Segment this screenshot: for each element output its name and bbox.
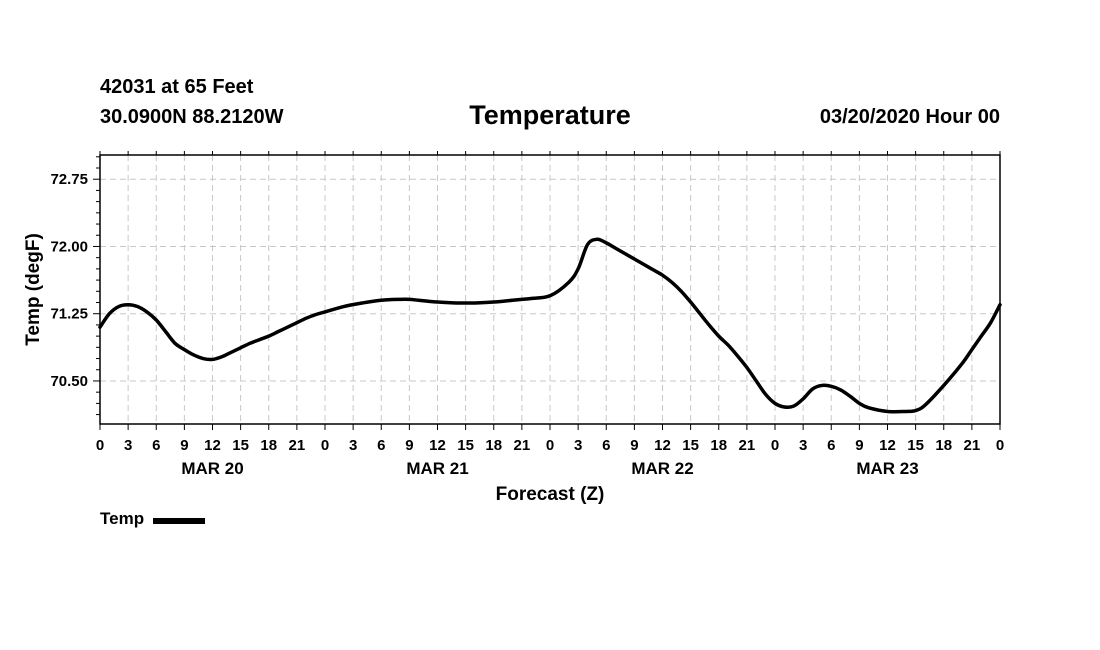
x-tick-label: 6 [602, 437, 610, 454]
legend-swatch [153, 517, 206, 524]
x-tick-label: 15 [457, 437, 474, 454]
x-tick-label: 18 [485, 437, 502, 454]
x-tick-label: 9 [855, 437, 863, 454]
location-coordinates: 30.0900N 88.2120W [100, 106, 284, 128]
x-tick-label: 21 [964, 437, 981, 454]
legend-label: Temp [100, 509, 145, 528]
x-axis-day-labels: MAR 20 MAR 21 MAR 22 MAR 23 [181, 459, 918, 478]
temp-series-line [98, 237, 1002, 414]
x-tick-label: 6 [827, 437, 835, 454]
x-tick-label: 6 [377, 437, 385, 454]
x-tick-label: 18 [260, 437, 277, 454]
x-tick-label: 12 [654, 437, 671, 454]
x-tick-label: 21 [514, 437, 531, 454]
x-tick-label: 15 [232, 437, 249, 454]
x-tick-label: 21 [739, 437, 756, 454]
y-tick-label: 71.25 [50, 306, 88, 323]
x-tick-label: 21 [289, 437, 306, 454]
day-label: MAR 20 [181, 459, 243, 478]
y-tick-label: 70.50 [50, 373, 88, 390]
plot-frame [99, 154, 1001, 425]
x-tick-label: 15 [907, 437, 924, 454]
y-tick-label: 72.75 [50, 171, 88, 188]
x-tick-label: 9 [180, 437, 188, 454]
x-tick-label: 3 [799, 437, 807, 454]
x-tick-label: 6 [152, 437, 160, 454]
x-tick-label: 0 [771, 437, 779, 454]
chart-title: Temperature [469, 100, 631, 130]
x-tick-label: 18 [935, 437, 952, 454]
x-tick-label: 0 [321, 437, 329, 454]
forecast-datetime: 03/20/2020 Hour 00 [819, 106, 1000, 128]
x-tick-label: 0 [996, 437, 1004, 454]
x-tick-label: 12 [429, 437, 446, 454]
x-tick-label: 0 [96, 437, 104, 454]
y-axis-label: Temp (degF) [23, 233, 44, 346]
x-tick-label: 15 [682, 437, 699, 454]
x-axis-label: Forecast (Z) [496, 484, 605, 505]
legend: Temp [100, 509, 206, 529]
y-axis-ticks: 70.50 71.25 72.00 72.75 [50, 171, 100, 390]
x-tick-label: 12 [204, 437, 221, 454]
grid-lines [100, 155, 1000, 424]
day-label: MAR 22 [631, 459, 693, 478]
x-tick-label: 3 [574, 437, 582, 454]
x-tick-label: 0 [546, 437, 554, 454]
x-axis-ticks: 0 3 6 9 12 15 18 21 0 3 6 9 12 15 18 21 0 3 6 9 12 15 18 21 0 3 6 9… [96, 151, 1004, 454]
x-tick-label: 18 [710, 437, 727, 454]
y-tick-label: 72.00 [50, 238, 88, 255]
x-tick-label: 3 [124, 437, 132, 454]
x-tick-label: 3 [349, 437, 357, 454]
series-lines [98, 237, 1002, 414]
day-label: MAR 21 [406, 459, 468, 478]
x-tick-label: 12 [879, 437, 896, 454]
x-tick-label: 9 [405, 437, 413, 454]
station-label: 42031 at 65 Feet [100, 76, 254, 98]
day-label: MAR 23 [856, 459, 918, 478]
x-tick-label: 9 [630, 437, 638, 454]
